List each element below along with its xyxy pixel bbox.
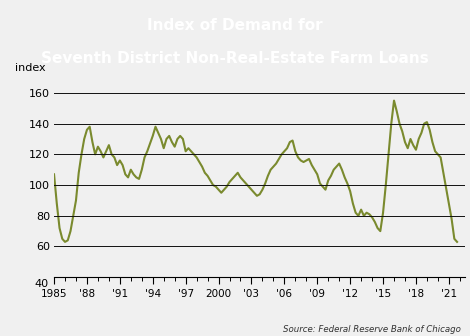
Text: Index of Demand for: Index of Demand for	[147, 18, 323, 33]
Text: index: index	[15, 63, 46, 73]
Text: Seventh District Non-Real-Estate Farm Loans: Seventh District Non-Real-Estate Farm Lo…	[41, 51, 429, 66]
Text: 40: 40	[35, 279, 49, 289]
Text: Source: Federal Reserve Bank of Chicago: Source: Federal Reserve Bank of Chicago	[283, 325, 461, 334]
